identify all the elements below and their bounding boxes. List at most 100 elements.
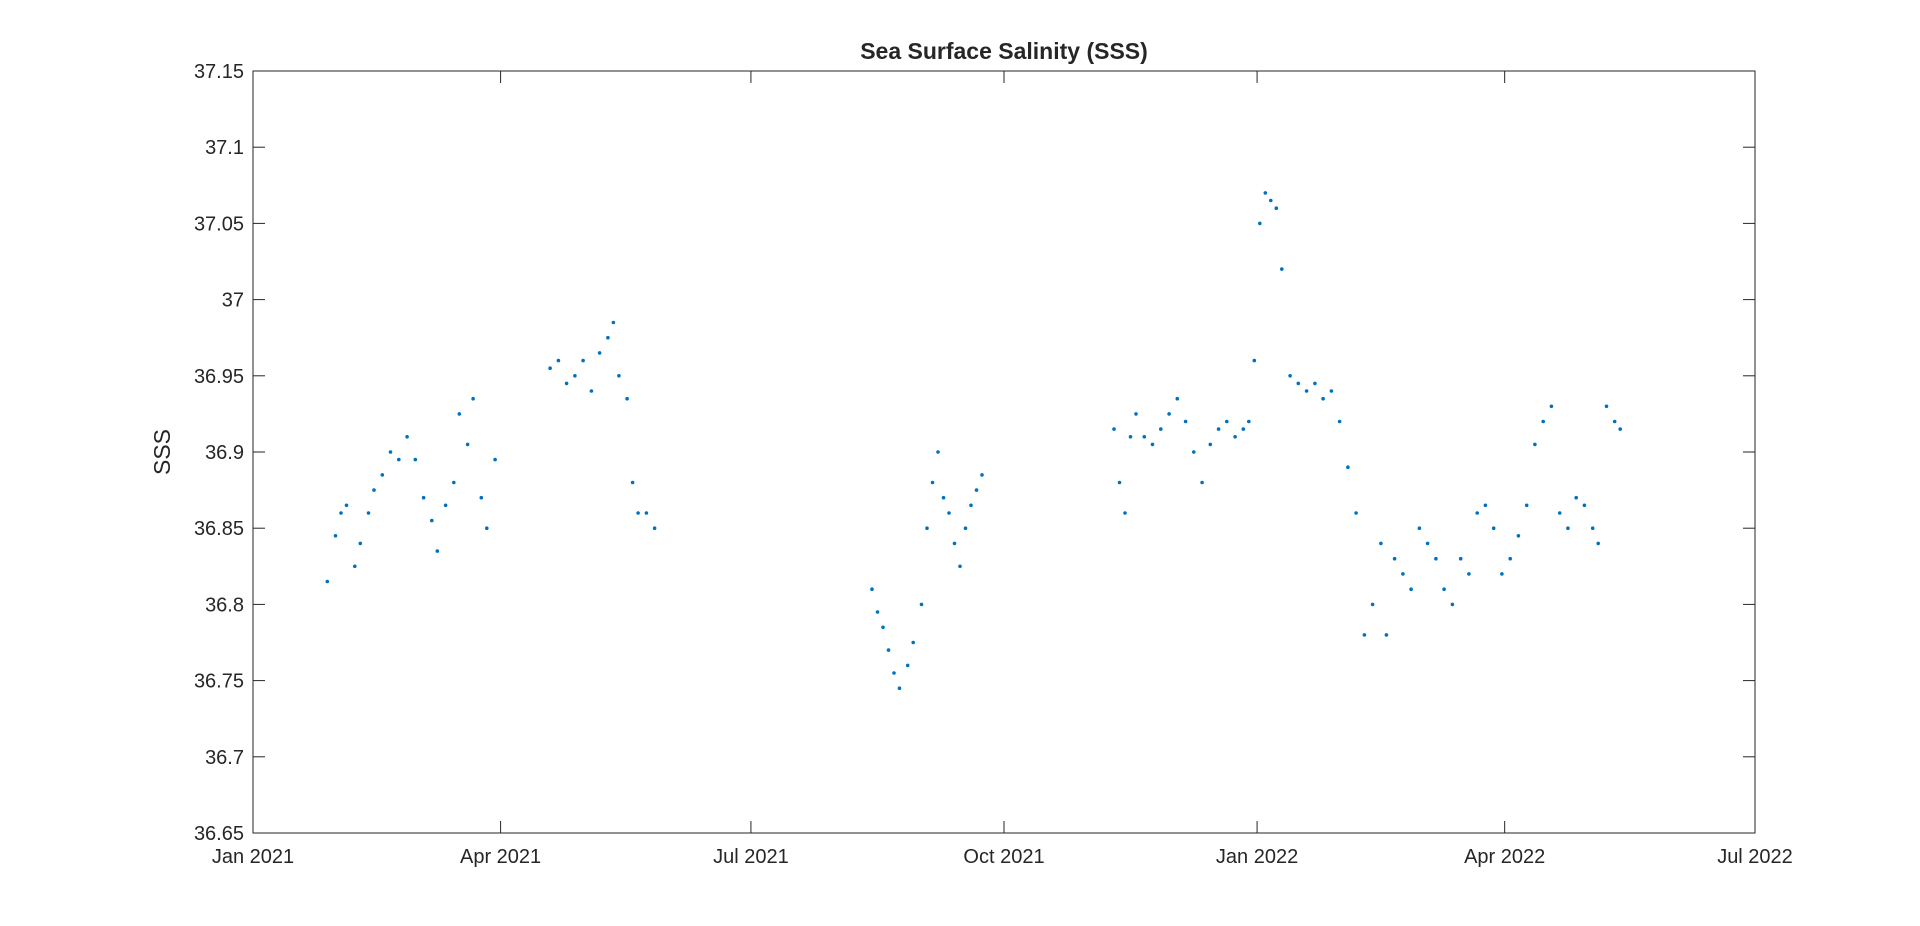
data-point (1574, 495, 1578, 500)
data-point (333, 534, 338, 538)
data-point (1483, 503, 1488, 508)
data-point (1274, 206, 1279, 210)
data-point (548, 366, 552, 371)
data-point (1123, 511, 1127, 515)
data-point (1280, 267, 1284, 271)
data-point (911, 640, 915, 645)
data-point (870, 587, 874, 591)
data-point (1216, 427, 1221, 431)
data-point (1379, 541, 1383, 546)
data-point (1401, 572, 1405, 576)
data-point (1491, 526, 1496, 530)
data-point (1508, 556, 1512, 561)
y-tick-label: 37 (222, 290, 244, 312)
data-point (630, 480, 635, 485)
data-point (1241, 427, 1246, 431)
data-point (1117, 480, 1122, 485)
data-point (1329, 389, 1334, 393)
data-point (1442, 587, 1446, 591)
data-point (1516, 534, 1521, 538)
y-axis-label: SSS (149, 429, 175, 475)
chart-title: Sea Surface Salinity (SSS) (860, 38, 1148, 64)
data-point (974, 488, 979, 492)
data-point (611, 320, 616, 325)
data-point (405, 435, 409, 439)
data-point (1392, 556, 1397, 561)
data-point (1313, 381, 1317, 386)
data-point (936, 450, 940, 454)
data-point (1346, 465, 1350, 470)
data-point (1467, 572, 1471, 576)
data-point (952, 541, 957, 546)
data-point (969, 503, 973, 508)
data-point (1304, 389, 1309, 393)
data-point (366, 511, 371, 515)
data-point (1258, 221, 1262, 226)
data-point (1112, 427, 1116, 431)
y-tick-label: 36.85 (194, 518, 244, 540)
data-point (1612, 419, 1617, 424)
data-point (1247, 419, 1251, 424)
plot-area (252, 70, 1756, 834)
data-point (597, 351, 602, 355)
data-point (1252, 358, 1257, 363)
data-point (344, 503, 349, 508)
y-tick-label: 36.9 (205, 442, 244, 464)
data-point (1409, 587, 1413, 591)
data-point (1500, 572, 1504, 576)
data-point (1200, 480, 1204, 485)
data-point (1263, 191, 1268, 195)
data-point (1582, 503, 1587, 508)
data-point (457, 412, 462, 416)
data-point (606, 335, 610, 340)
data-point (581, 358, 585, 363)
data-point (397, 457, 401, 462)
axis-ticks: Jan 2021 Apr 2021 Jul 2021 Oct 2021 Jan 2022… (194, 61, 1793, 868)
data-point (1183, 419, 1188, 424)
data-point (413, 457, 418, 462)
data-point (897, 686, 902, 690)
data-point (1458, 556, 1463, 561)
y-tick-label: 36.95 (194, 366, 244, 388)
data-point (471, 396, 475, 401)
data-point (1150, 442, 1155, 447)
data-point (564, 381, 569, 386)
data-point (875, 610, 880, 614)
data-points (325, 191, 1622, 690)
y-tick-label: 36.8 (205, 594, 244, 616)
data-point (963, 526, 968, 530)
data-point (430, 518, 434, 523)
y-tick-label: 36.65 (194, 823, 244, 845)
data-point (1269, 198, 1273, 203)
data-point (1233, 435, 1237, 439)
data-point (980, 473, 984, 477)
data-point (1192, 450, 1196, 454)
data-point (1434, 556, 1438, 561)
x-tick-label: Jul 2021 (713, 846, 789, 868)
data-point (1370, 602, 1375, 607)
data-point (1208, 442, 1213, 447)
data-point (1321, 396, 1325, 401)
data-point (925, 526, 929, 530)
data-point (1384, 633, 1389, 637)
data-point (881, 625, 885, 630)
data-point (353, 564, 357, 569)
data-point (465, 442, 470, 447)
data-point (905, 663, 910, 668)
data-point (1167, 412, 1171, 416)
data-point (1128, 435, 1133, 439)
data-point (644, 511, 649, 515)
data-point (479, 495, 484, 500)
data-point (1337, 419, 1342, 424)
data-point (1417, 526, 1422, 530)
x-tick-label: Jan 2021 (212, 846, 294, 868)
data-point (325, 579, 330, 584)
data-point (421, 495, 426, 500)
data-point (886, 648, 891, 652)
data-point (958, 564, 962, 569)
data-point (941, 495, 946, 500)
data-point (1557, 511, 1562, 515)
y-tick-label: 37.1 (205, 137, 244, 159)
data-point (1524, 503, 1529, 508)
